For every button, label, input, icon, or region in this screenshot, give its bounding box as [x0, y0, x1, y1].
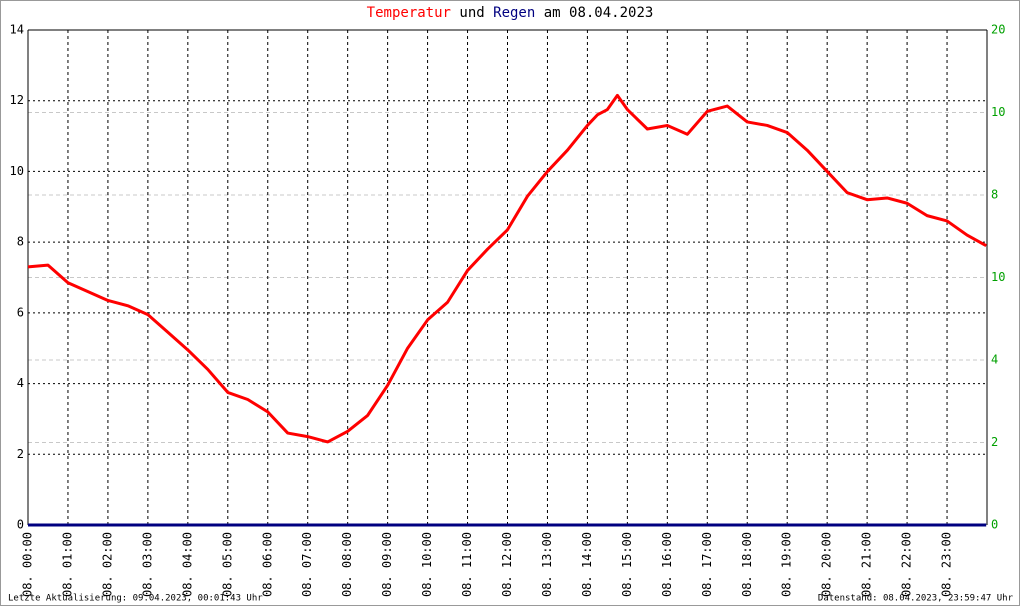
y-tick-label: 0 — [17, 518, 24, 532]
x-tick-label: 08. 20:00 — [820, 532, 834, 597]
y-tick-label: 14 — [10, 23, 24, 37]
x-tick-label: 08. 03:00 — [140, 532, 154, 597]
y-tick-label: 10 — [10, 164, 24, 178]
x-tick-label: 08. 02:00 — [100, 532, 114, 597]
series-line — [27, 93, 987, 444]
y-tick-label: 2 — [17, 447, 24, 461]
x-tick-label: 08. 16:00 — [660, 532, 674, 597]
y-tick-label: 8 — [17, 235, 24, 249]
footer-right: Datenstand: 08.04.2023, 23:59:47 Uhr — [818, 594, 1014, 604]
title-part: Regen — [493, 5, 535, 21]
x-tick-label: 08. 08:00 — [340, 532, 354, 597]
y2-tick-label: 4 — [991, 353, 998, 367]
x-tick-label: 08. 10:00 — [420, 532, 434, 597]
y2-tick-label: 2 — [991, 435, 998, 449]
title-part: am 08.04.2023 — [544, 5, 654, 21]
x-tick-label: 08. 22:00 — [900, 532, 914, 597]
x-tick-label: 08. 00:00 — [21, 532, 35, 597]
x-tick-label: 08. 13:00 — [540, 532, 554, 597]
title-part: und — [459, 5, 484, 21]
y2-tick-label: 10 — [991, 105, 1005, 119]
footer-left: Letzte Aktualisierung: 09.04.2023, 00:01… — [8, 594, 263, 604]
x-tick-label: 08. 19:00 — [780, 532, 794, 597]
x-tick-label: 08. 18:00 — [740, 532, 754, 597]
x-tick-label: 08. 11:00 — [460, 532, 474, 597]
y-tick-label: 12 — [10, 93, 24, 107]
x-tick-label: 08. 12:00 — [500, 532, 514, 597]
title-part: Temperatur — [367, 5, 451, 21]
x-tick-label: 08. 05:00 — [220, 532, 234, 597]
x-tick-label: 08. 09:00 — [380, 532, 394, 597]
chart-title: Temperatur und Regen am 08.04.2023 — [367, 5, 654, 21]
x-tick-label: 08. 07:00 — [300, 532, 314, 597]
x-tick-label: 08. 21:00 — [860, 532, 874, 597]
y2-tick-label: 10 — [991, 270, 1005, 284]
x-tick-label: 08. 15:00 — [620, 532, 634, 597]
x-tick-label: 08. 14:00 — [580, 532, 594, 597]
x-tick-label: 08. 23:00 — [940, 532, 954, 597]
y2-tick-label: 20 — [991, 23, 1005, 37]
y2-tick-label: 8 — [991, 188, 998, 202]
x-tick-label: 08. 01:00 — [60, 532, 74, 597]
x-tick-label: 08. 17:00 — [700, 532, 714, 597]
y-tick-label: 6 — [17, 305, 24, 319]
x-tick-label: 08. 06:00 — [260, 532, 274, 597]
y-tick-label: 4 — [17, 376, 24, 390]
y2-tick-label: 0 — [991, 518, 998, 532]
x-tick-label: 08. 04:00 — [180, 532, 194, 597]
